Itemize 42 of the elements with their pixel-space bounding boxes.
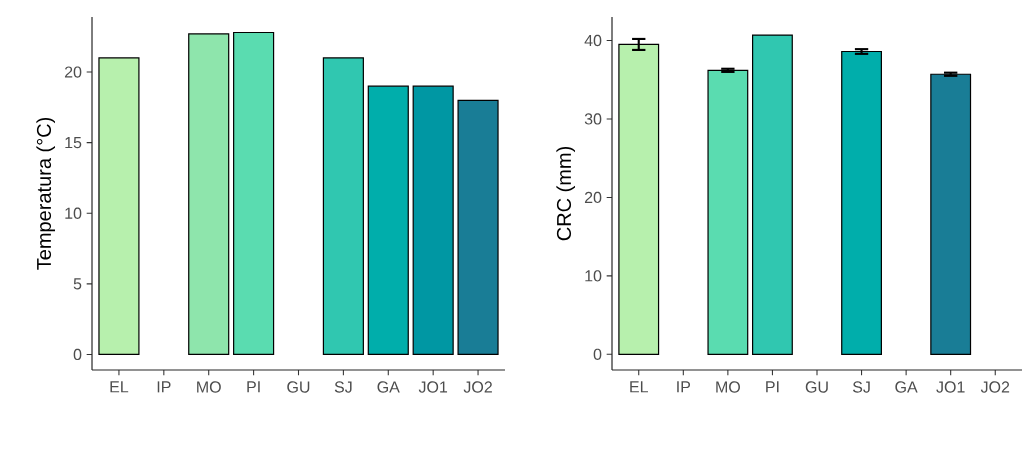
x-tick-label: SJ xyxy=(852,381,870,393)
y-tick-label: 0 xyxy=(593,348,602,360)
bar xyxy=(707,69,749,355)
x-tick-label: IP xyxy=(157,381,171,393)
bar xyxy=(412,85,454,356)
x-tick-label: PI xyxy=(766,381,779,393)
x-tick-label: EL xyxy=(110,381,129,393)
bar xyxy=(752,34,793,355)
x-tick-label: GU xyxy=(287,381,310,393)
y-tick-label: 30 xyxy=(584,113,602,125)
bar xyxy=(457,99,499,356)
bar xyxy=(367,85,409,356)
y-tick-label: 40 xyxy=(584,34,602,47)
x-tick-label: MO xyxy=(716,381,740,393)
y-tick-label: 15 xyxy=(65,137,82,149)
y-tick-label: 0 xyxy=(73,348,82,361)
x-tick-label: GA xyxy=(377,381,400,393)
y-tick-label: 20 xyxy=(584,191,602,204)
x-tick-label: IP xyxy=(677,381,691,393)
bar xyxy=(188,33,230,356)
y-axis-title: Temperatura (°C) xyxy=(36,117,55,270)
x-tick-label: SJ xyxy=(334,381,352,393)
y-tick-label: 10 xyxy=(585,270,602,282)
x-tick-label: JO1 xyxy=(418,381,448,393)
x-tick-label: JO2 xyxy=(463,381,492,393)
y-tick-label: 20 xyxy=(64,66,82,78)
y-tick-label: 10 xyxy=(65,207,82,219)
bar xyxy=(233,31,275,356)
x-tick-label: EL xyxy=(630,381,648,393)
x-tick-label: MO xyxy=(197,381,221,393)
bar xyxy=(98,57,140,356)
bar xyxy=(322,57,364,356)
x-tick-label: GA xyxy=(895,381,918,393)
bar xyxy=(841,50,882,355)
x-tick-label: PI xyxy=(247,381,260,393)
y-tick-label: 5 xyxy=(73,278,82,290)
bar xyxy=(618,43,660,355)
y-axis-title: CRC (mm) xyxy=(556,147,576,241)
x-tick-label: JO1 xyxy=(936,381,965,393)
bar xyxy=(930,73,972,355)
x-tick-label: JO2 xyxy=(980,381,1010,393)
x-tick-label: GU xyxy=(805,381,828,393)
